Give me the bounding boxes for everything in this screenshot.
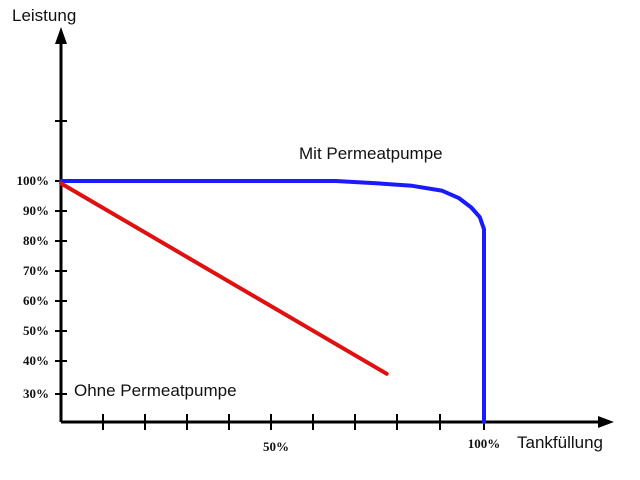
x-tick-label: 50% [263,439,289,454]
y-ticks: 100% 90% 80% 70% 60% 50% 40% 30% [17,120,67,401]
y-tick-label: 80% [23,233,49,248]
y-tick-label: 30% [23,386,49,401]
series-label-mit: Mit Permeatpumpe [299,144,443,163]
y-axis-arrow [55,27,67,44]
x-tick-label: 100% [468,436,501,451]
x-axis-arrow [598,416,614,428]
y-tick-label: 70% [23,263,49,278]
axes [55,27,614,428]
series-line-mit-permeatpumpe [59,179,486,424]
y-tick-label: 60% [23,293,49,308]
y-tick-label: 40% [23,353,49,368]
y-axis-label: Leistung [12,6,76,25]
series-label-ohne: Ohne Permeatpumpe [74,381,237,400]
x-axis-label: Tankfüllung [517,433,603,452]
y-tick-label: 100% [17,173,50,188]
series-layer [59,179,486,424]
series-line-ohne-permeatpumpe [59,181,389,376]
y-tick-label: 90% [23,203,49,218]
x-ticks: 50% 100% [102,414,501,454]
y-tick-label: 50% [23,323,49,338]
